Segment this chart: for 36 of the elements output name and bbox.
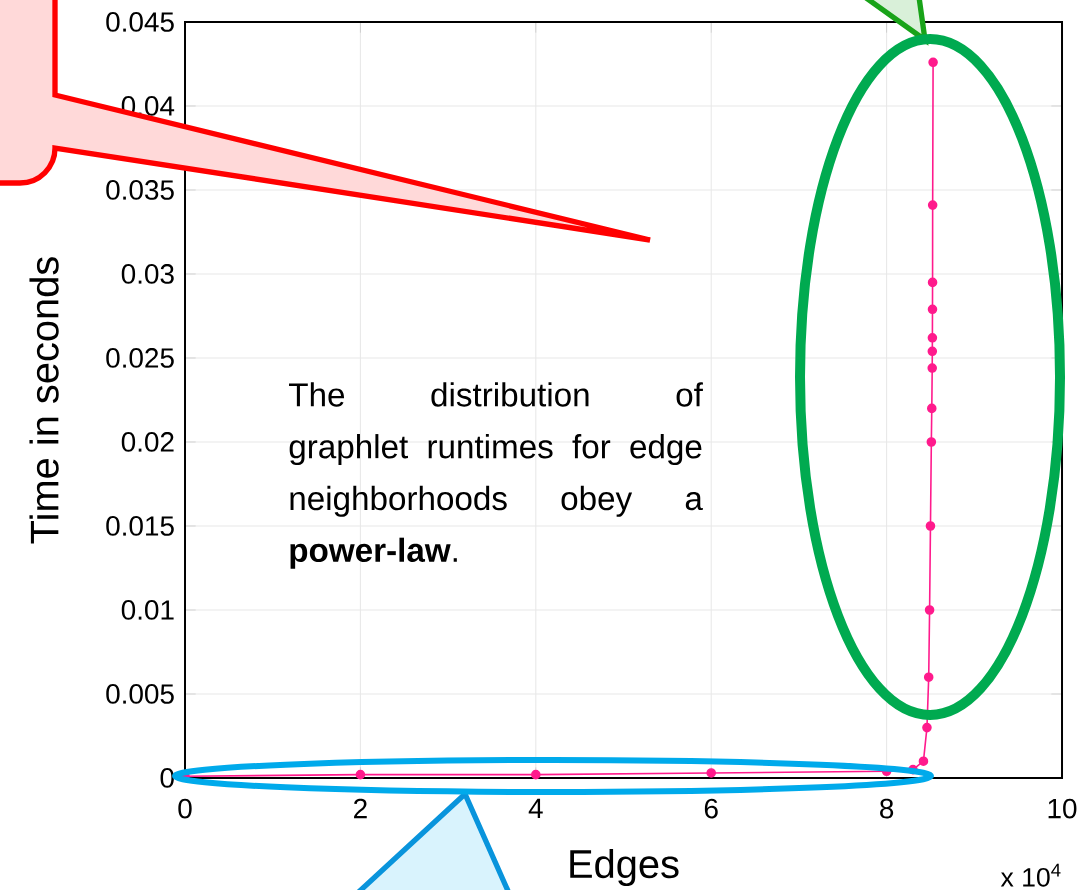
point	[926, 437, 937, 447]
point	[927, 333, 938, 343]
point	[927, 363, 937, 373]
y-axis-title: Time in seconds	[29, 257, 59, 544]
y-tick-label: 0.01	[121, 600, 174, 620]
x-tick-label: 8	[880, 798, 894, 819]
point	[927, 304, 938, 315]
x-tick-label: 4	[528, 798, 543, 818]
x-tick-label: 0	[178, 798, 192, 819]
x-tick-label: 2	[354, 798, 367, 819]
point	[706, 768, 716, 778]
point	[924, 605, 935, 615]
point	[922, 722, 932, 733]
y-tick-label: 0.015	[106, 516, 174, 536]
x-axis-title: Edges	[570, 848, 679, 887]
y-tick-label: 0.03	[121, 264, 174, 284]
y-tick-label: 0	[160, 768, 174, 788]
y-tick-label: 0.035	[106, 180, 174, 200]
point	[927, 346, 938, 357]
point	[531, 769, 541, 780]
point	[918, 756, 929, 766]
point	[355, 769, 366, 780]
x-tick-label: 10	[1048, 798, 1077, 819]
x-tick-label: 6	[704, 798, 718, 819]
point	[927, 200, 938, 210]
annotation: The distribution of graphlet runtimes for edge neighborhoods obey a power-law.	[289, 382, 703, 569]
point	[926, 403, 937, 414]
y-tick-label: 0.005	[106, 684, 174, 704]
y-tick-label: 0.02	[121, 432, 174, 452]
y-tick-label: 0.045	[106, 12, 174, 32]
text: x 10$^{4}$	[1000, 863, 1061, 887]
y-tick-label: 0.025	[106, 348, 174, 368]
point	[925, 521, 936, 531]
point	[928, 57, 938, 68]
point	[927, 277, 938, 288]
point	[923, 672, 934, 682]
